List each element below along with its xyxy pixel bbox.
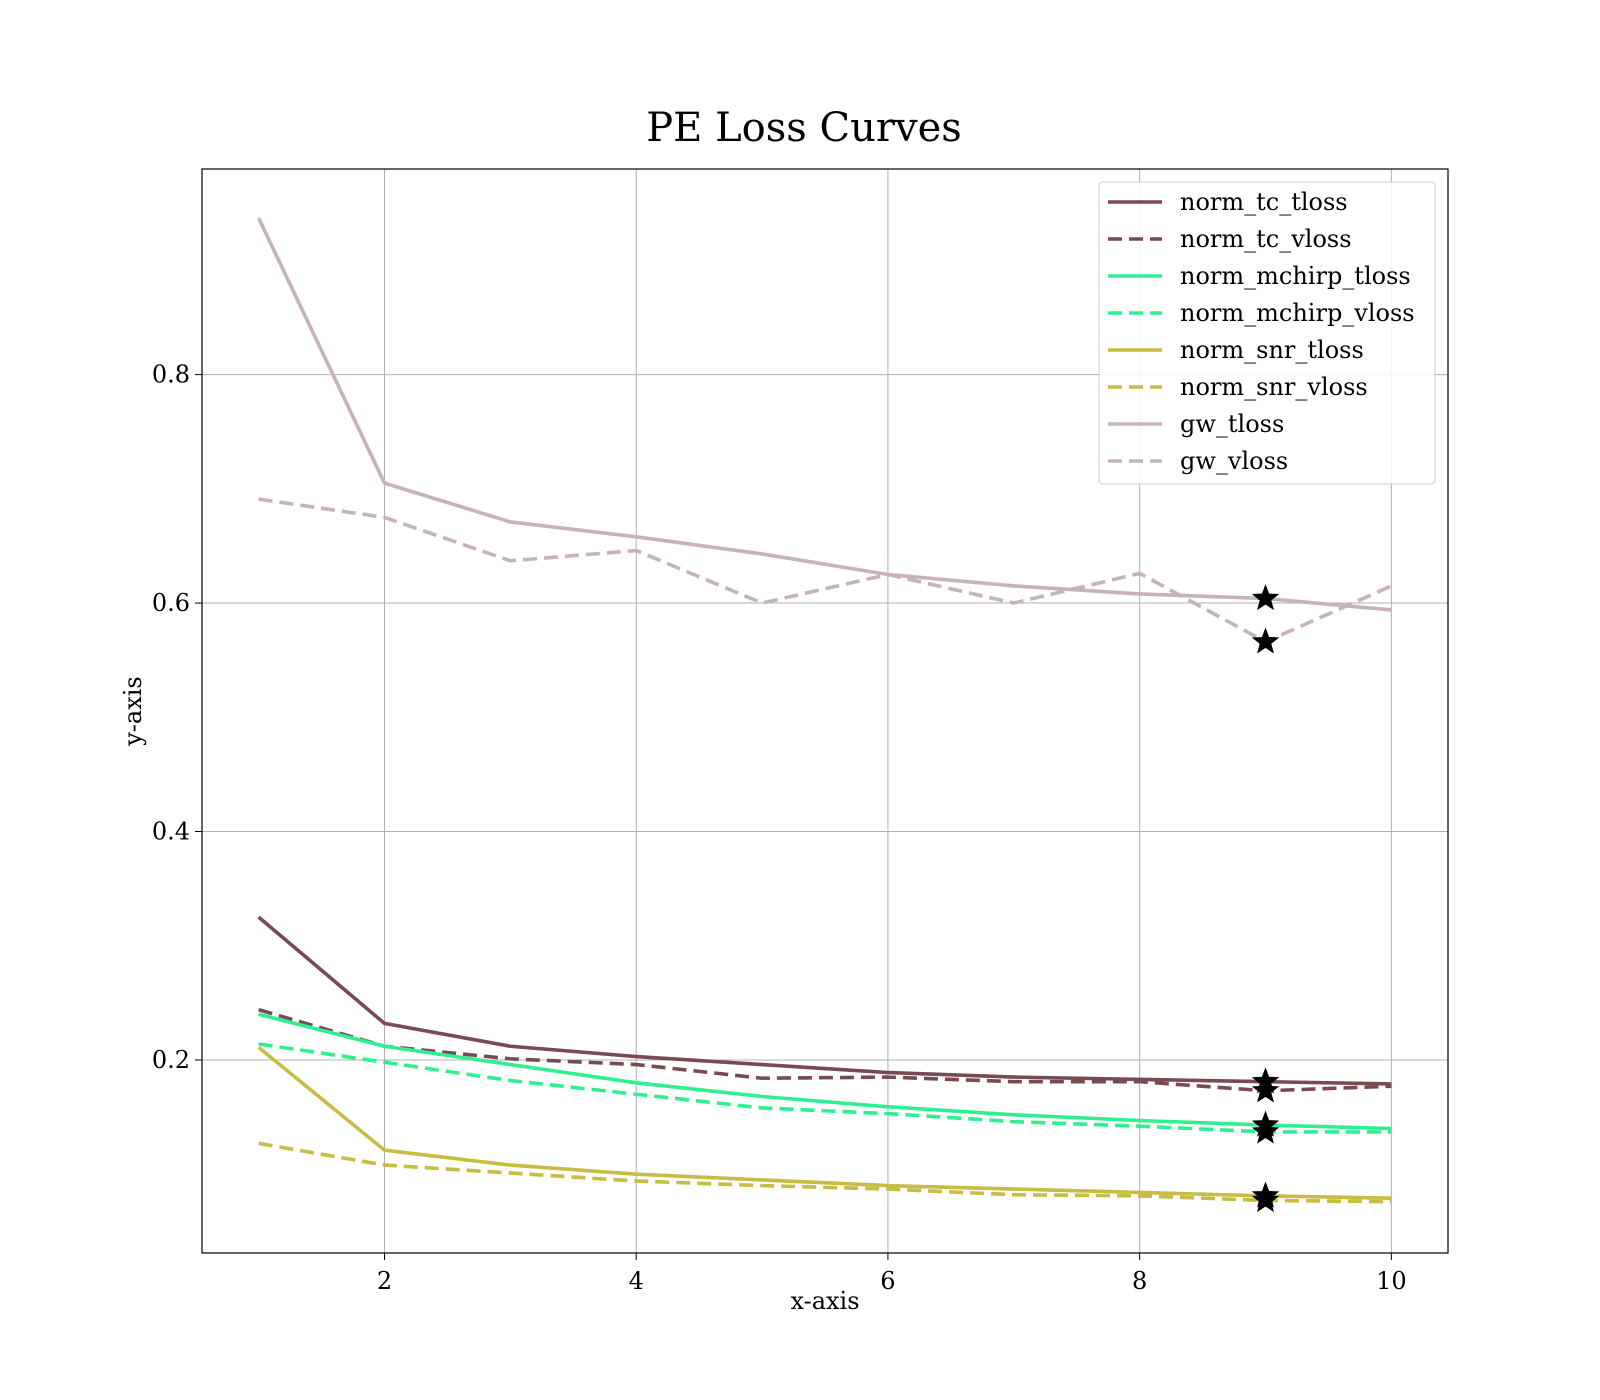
- series-line-norm_mchirp_vloss: [258, 1042, 1392, 1134]
- x-axis-label: x-axis: [790, 1287, 859, 1315]
- best-markers: [1251, 584, 1280, 1213]
- best-marker-norm_tc_vloss: [1251, 1076, 1280, 1103]
- series-line-norm_snr_vloss: [258, 1141, 1392, 1204]
- series-line-norm_tc_vloss: [258, 1007, 1392, 1093]
- best-marker-gw_tloss: [1251, 584, 1280, 611]
- best-marker-norm_snr_vloss: [1251, 1186, 1280, 1213]
- series-lines: [257, 217, 1393, 1204]
- axis-ticks: 2 4 6 8 10 0.2 0.4 0.6 0.8: [152, 361, 1407, 1295]
- legend-label-gw_vloss: gw_vloss: [1180, 447, 1288, 475]
- best-marker-norm_mchirp_vloss: [1251, 1117, 1280, 1144]
- x-tick-label: 10: [1376, 1267, 1407, 1295]
- x-tick-label: 2: [377, 1267, 392, 1295]
- x-tick-label: 6: [880, 1267, 895, 1295]
- y-tick-label: 0.6: [152, 589, 190, 617]
- x-tick-label: 8: [1132, 1267, 1147, 1295]
- legend-frame: [1098, 181, 1436, 485]
- legend-label-norm_snr_tloss: norm_snr_tloss: [1180, 336, 1364, 364]
- legend: norm_tc_tloss norm_tc_vloss norm_mchirp_tl…: [1098, 181, 1436, 485]
- series-line-gw_tloss: [257, 217, 1392, 612]
- series-line-norm_mchirp_tloss: [258, 1012, 1392, 1131]
- series-line-norm_tc_tloss: [257, 915, 1392, 1086]
- plot-frame: [201, 168, 1449, 1254]
- legend-label-norm_tc_vloss: norm_tc_vloss: [1180, 225, 1352, 253]
- y-tick-label: 0.4: [152, 818, 190, 846]
- legend-label-norm_tc_tloss: norm_tc_tloss: [1180, 188, 1348, 216]
- y-axis-label: y-axis: [119, 676, 147, 747]
- series-line-gw_vloss: [258, 497, 1393, 644]
- legend-label-norm_mchirp_tloss: norm_mchirp_tloss: [1180, 262, 1411, 290]
- legend-label-gw_tloss: gw_tloss: [1180, 410, 1284, 438]
- x-tick-label: 4: [629, 1267, 644, 1295]
- y-tick-label: 0.2: [152, 1046, 190, 1074]
- best-marker-gw_vloss: [1251, 627, 1280, 654]
- series-line-norm_snr_tloss: [257, 1045, 1392, 1200]
- legend-label-norm_snr_vloss: norm_snr_vloss: [1180, 373, 1368, 401]
- legend-label-norm_mchirp_vloss: norm_mchirp_vloss: [1180, 299, 1415, 327]
- chart-title: PE Loss Curves: [646, 105, 962, 151]
- y-tick-label: 0.8: [152, 361, 190, 389]
